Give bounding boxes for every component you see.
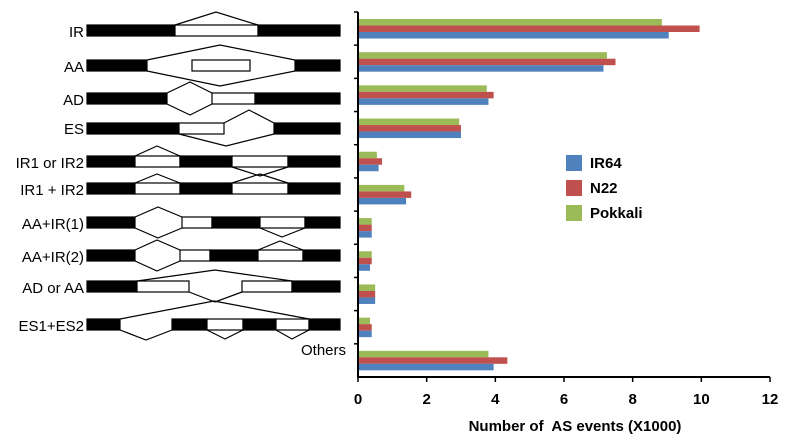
bar-ir64	[358, 131, 461, 139]
y-axis-ticks	[354, 11, 358, 345]
bar-pokkali	[358, 218, 372, 225]
bar-n22	[358, 324, 372, 331]
legend-label-pokkali: Pokkali	[590, 205, 643, 222]
diagram-es1-es2	[86, 300, 341, 341]
x-tick-label: 6	[560, 391, 568, 408]
bar-n22	[358, 125, 461, 132]
bar-n22	[358, 224, 372, 232]
category-label: AD or AA	[22, 280, 84, 297]
bar-pokkali	[358, 85, 487, 92]
bar-ir64	[358, 197, 407, 205]
category-labels: IR AA AD ES IR1 or IR2 IR1 + IR2 AA+IR(1) AA+IR…	[16, 24, 346, 359]
diagram-aa-ir2	[86, 239, 341, 272]
bar-pokkali	[358, 317, 371, 325]
bar-pokkali	[358, 19, 662, 26]
bar-ir64	[358, 330, 372, 338]
diagram-aa-ir1	[86, 206, 341, 239]
x-tick-label: 4	[491, 391, 500, 408]
category-label: AA+IR(1)	[22, 216, 84, 233]
bar-ir64	[358, 363, 494, 371]
bar-pokkali	[358, 184, 405, 192]
bar-pokkali	[358, 52, 607, 59]
category-label: AA	[64, 59, 84, 76]
legend-label-ir64: IR64	[590, 155, 622, 172]
category-label: IR1 + IR2	[20, 182, 84, 199]
legend: IR64 N22 Pokkali	[566, 155, 643, 222]
diagram-ir1-plus-ir2	[86, 173, 341, 195]
diagram-ad-or-aa	[86, 269, 341, 303]
bar-n22	[358, 158, 383, 165]
category-label: AA+IR(2)	[22, 249, 84, 266]
bar-pokkali	[358, 350, 489, 358]
bar-n22	[358, 58, 616, 66]
bar-ir64	[358, 231, 372, 238]
bar-ir64	[358, 32, 669, 39]
diagram-ir1-or-ir2	[86, 145, 341, 177]
category-label: AD	[63, 92, 84, 109]
bar-n22	[358, 91, 494, 99]
bar-n22	[358, 290, 376, 298]
diagram-ir	[86, 11, 341, 37]
legend-swatch-n22	[566, 180, 582, 196]
legend-swatch-pokkali	[566, 205, 582, 221]
bar-pokkali	[358, 151, 377, 159]
bar-n22	[358, 191, 412, 198]
category-label: IR1 or IR2	[16, 155, 84, 172]
category-label: ES1+ES2	[19, 318, 84, 335]
bar-ir64	[358, 264, 371, 271]
x-tick-label: 8	[628, 391, 636, 408]
category-label: ES	[64, 121, 84, 138]
bar-n22	[358, 25, 700, 32]
x-axis-title: Number of AS events (X1000)	[469, 418, 682, 435]
diagram-es	[86, 109, 341, 147]
x-tick-label: 10	[693, 391, 710, 408]
bar-n22	[358, 357, 508, 364]
bar-pokkali	[358, 251, 372, 258]
bar-pokkali	[358, 118, 460, 126]
bar-ir64	[358, 164, 379, 172]
bars	[358, 19, 700, 371]
category-label: Others	[301, 342, 346, 359]
bar-ir64	[358, 297, 376, 304]
bar-n22	[358, 257, 372, 265]
bar-ir64	[358, 98, 489, 105]
x-tick-label: 2	[422, 391, 430, 408]
legend-label-n22: N22	[590, 180, 618, 197]
diagram-ad	[86, 81, 341, 116]
legend-swatch-ir64	[566, 155, 582, 171]
bar-ir64	[358, 65, 604, 72]
bar-pokkali	[358, 284, 376, 291]
x-tick-label: 12	[762, 391, 779, 408]
x-tick-label: 0	[354, 391, 362, 408]
diagram-aa	[86, 44, 341, 87]
x-axis-ticks: 0 2 4 6 8 10 12	[354, 377, 779, 408]
category-label: IR	[69, 24, 84, 41]
splicing-diagrams	[86, 11, 341, 341]
